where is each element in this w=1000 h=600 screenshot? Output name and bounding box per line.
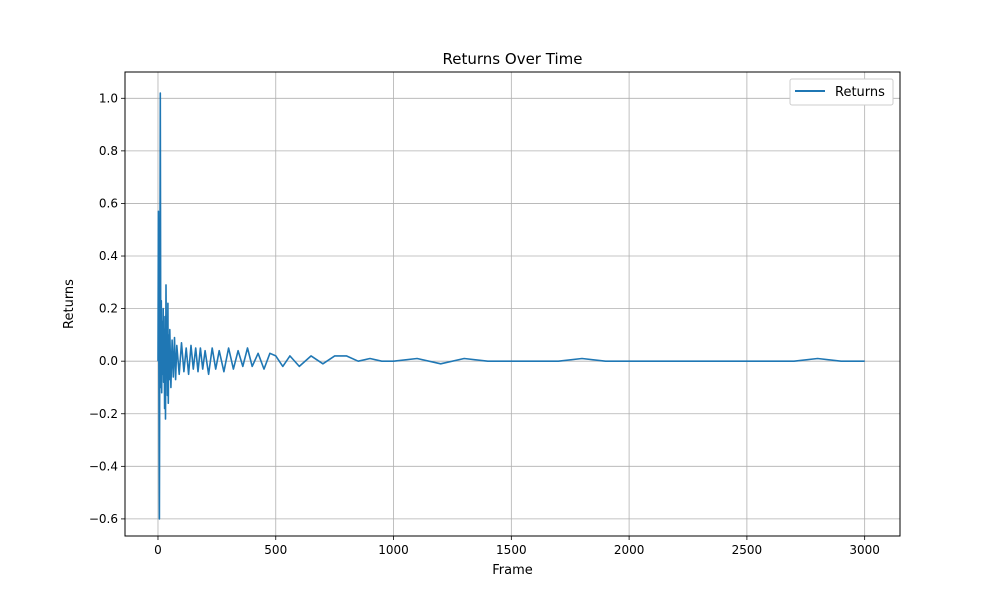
y-tick-label: 0.2	[99, 302, 118, 316]
y-tick-label: −0.6	[89, 512, 118, 526]
legend-label-returns: Returns	[835, 85, 885, 100]
x-tick-label: 0	[154, 543, 162, 557]
series-line-returns	[157, 92, 865, 520]
x-tick-label: 3000	[849, 543, 880, 557]
chart-title: Returns Over Time	[443, 50, 583, 68]
y-tick-label: 0.0	[99, 354, 118, 368]
x-tick-label: 500	[264, 543, 287, 557]
line-layer	[157, 92, 865, 520]
y-tick-label: −0.2	[89, 407, 118, 421]
x-tick-label: 1500	[496, 543, 527, 557]
x-tick-label: 2500	[732, 543, 763, 557]
plot-frame	[124, 71, 901, 537]
x-tick-label: 2000	[614, 543, 645, 557]
legend-box	[789, 78, 894, 106]
legend: Returns	[789, 78, 894, 106]
x-tick-label: 1000	[378, 543, 409, 557]
x-axis-label: Frame	[492, 563, 533, 578]
axis-ticks: 0 500 1000 1500 2000 2500 3000 −0.6 −0.4 −0.2 0.0 0…	[89, 91, 880, 557]
y-tick-label: 1.0	[99, 91, 118, 105]
y-tick-label: −0.4	[89, 459, 118, 473]
y-axis-label: Returns	[62, 279, 77, 329]
y-tick-label: 0.4	[99, 249, 118, 263]
y-tick-label: 0.6	[99, 196, 118, 210]
y-tick-label: 0.8	[99, 144, 118, 158]
